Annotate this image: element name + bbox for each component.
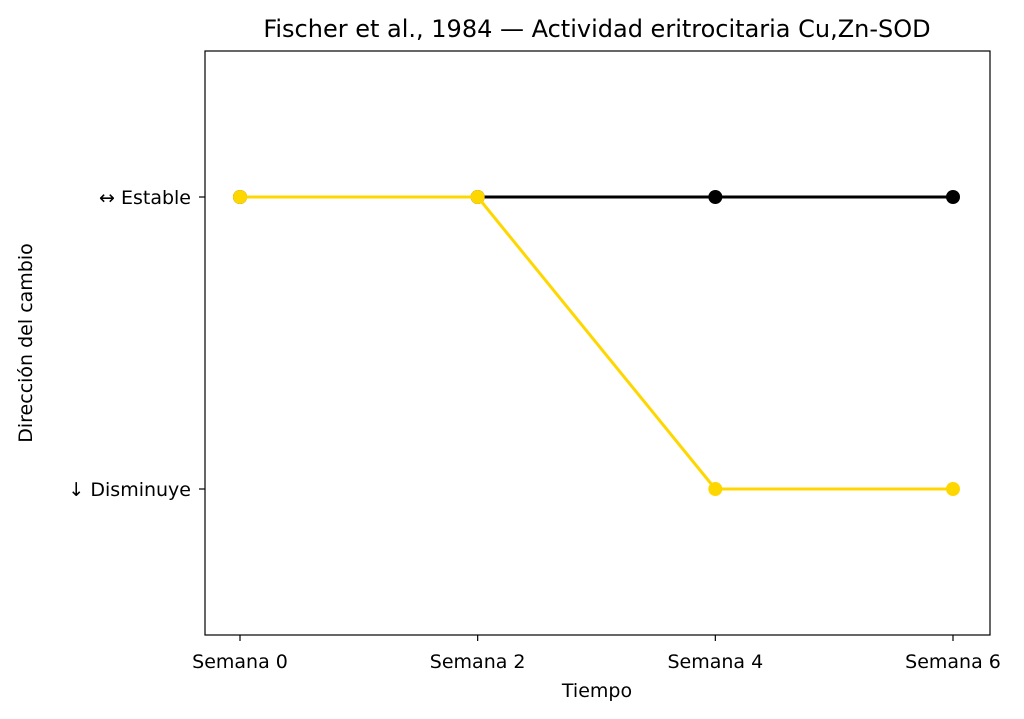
series-layer (233, 190, 960, 496)
series-line (240, 195, 953, 491)
chart-title: Fischer et al., 1984 — Actividad eritroc… (263, 15, 930, 43)
y-tick-label: ↔ Estable (99, 187, 191, 209)
y-axis-ticks: ↓ Disminuye ↔ Estable (68, 187, 205, 501)
x-axis-ticks: Semana 0 Semana 2 Semana 4 Semana 6 (192, 635, 1001, 673)
data-point (708, 482, 723, 496)
plot-frame (204, 50, 991, 636)
y-axis-label: Dirección del cambio (15, 243, 37, 443)
plot-area: Semana 0 Semana 2 Semana 4 Semana 6 ↓ Dismi… (68, 50, 1001, 673)
x-tick-label: Semana 4 (667, 651, 763, 673)
data-point (946, 482, 960, 496)
x-tick-label: Semana 6 (905, 651, 1001, 673)
data-point (946, 190, 960, 204)
data-point (233, 190, 247, 204)
data-point (708, 190, 723, 204)
x-tick-label: Semana 0 (192, 651, 288, 673)
data-point (470, 190, 485, 204)
x-axis-label: Tiempo (561, 680, 632, 702)
x-tick-label: Semana 2 (430, 651, 526, 673)
y-tick-label: ↓ Disminuye (68, 479, 191, 501)
series-1 (233, 190, 960, 496)
